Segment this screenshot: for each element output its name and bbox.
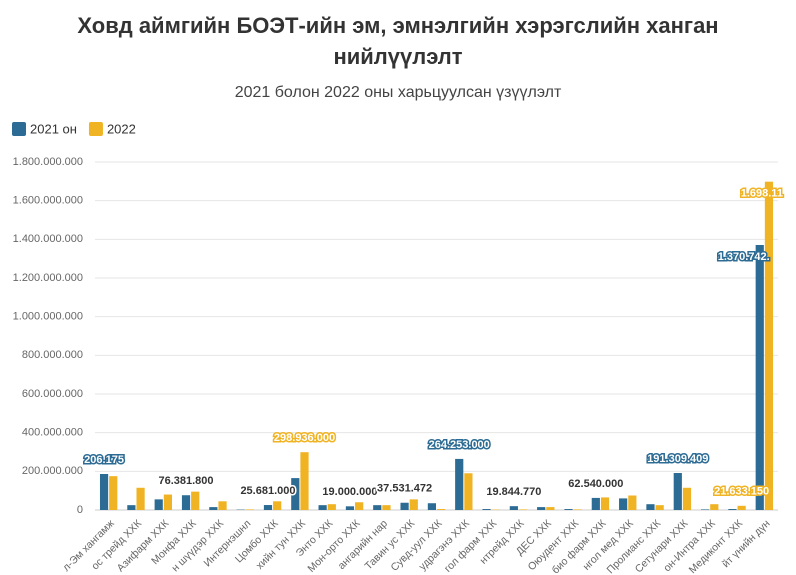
data-label: 264.253.000 (429, 439, 490, 451)
bar (464, 473, 473, 510)
bar (409, 499, 418, 510)
bar (764, 181, 774, 510)
chart-subtitle: 2021 болон 2022 оны харьцуулсан үзүүлэлт (235, 84, 562, 101)
data-label: 298.936.000 (274, 432, 335, 444)
bar (163, 494, 172, 510)
bar (591, 497, 600, 510)
bar (546, 507, 555, 510)
data-label: 21.633.150 (714, 486, 769, 498)
data-label: 19.000.000 (322, 486, 377, 498)
bar (245, 509, 254, 510)
y-tick-label: 1.200.000.000 (13, 272, 83, 284)
bar (181, 495, 191, 510)
y-tick-label: 1.400.000.000 (13, 233, 83, 245)
data-label: 191.309.409 (647, 453, 708, 465)
bar (136, 487, 145, 510)
bar (327, 504, 336, 510)
bar (300, 452, 309, 510)
bar (701, 509, 710, 510)
bar (737, 505, 746, 510)
bar (755, 244, 764, 511)
y-tick-label: 200.000.000 (22, 465, 83, 477)
bar (646, 504, 655, 510)
bar (455, 458, 464, 510)
data-label: 1.698.11 (741, 188, 783, 200)
data-label: 1.370.742. (718, 251, 770, 263)
bar (600, 497, 610, 510)
bar (373, 505, 382, 510)
bar (728, 509, 737, 510)
bar (573, 509, 582, 510)
chart-title: Ховд аймгийн БОЭТ-ийн эм, эмнэлгийн хэрэ… (77, 13, 718, 69)
bar (518, 509, 528, 510)
bar (191, 491, 200, 510)
bar (127, 505, 136, 510)
bar (263, 505, 273, 510)
bar (655, 505, 664, 510)
legend-swatch (12, 122, 26, 136)
bar (318, 505, 327, 510)
data-label: 37.531.472 (377, 483, 432, 495)
data-label: 19.844.770 (486, 486, 541, 498)
bar (437, 509, 446, 510)
data-label: 62.540.000 (568, 478, 623, 490)
bar (218, 501, 227, 510)
bar (291, 478, 300, 510)
bar (509, 506, 518, 510)
y-tick-label: 400.000.000 (22, 427, 83, 439)
bar (209, 507, 218, 510)
bar (619, 498, 628, 510)
bar (682, 487, 692, 510)
data-label: 206.175 (84, 454, 124, 466)
bar (427, 503, 436, 510)
data-label: 25.681.000 (240, 485, 295, 497)
bar (345, 506, 355, 510)
bar (537, 507, 546, 510)
bar (99, 474, 109, 510)
bar (382, 505, 391, 510)
legend-label: 2022 (107, 121, 136, 136)
y-tick-label: 1.800.000.000 (13, 156, 83, 168)
bar (273, 501, 282, 510)
bar (400, 502, 409, 510)
bar (109, 476, 118, 510)
bar (154, 499, 163, 510)
legend-label: 2021 он (30, 121, 77, 136)
bar (628, 495, 637, 510)
bar (564, 509, 573, 510)
y-tick-label: 1.000.000.000 (13, 311, 83, 323)
data-label: 76.381.800 (158, 475, 213, 487)
y-tick-label: 800.000.000 (22, 349, 83, 361)
y-tick-label: 0 (77, 504, 83, 516)
y-tick-label: 600.000.000 (22, 388, 83, 400)
bar (710, 504, 719, 510)
legend-swatch (88, 122, 103, 136)
bar (355, 502, 364, 510)
bar (482, 509, 491, 510)
y-tick-label: 1.600.000.000 (13, 195, 83, 207)
bar (673, 473, 682, 510)
